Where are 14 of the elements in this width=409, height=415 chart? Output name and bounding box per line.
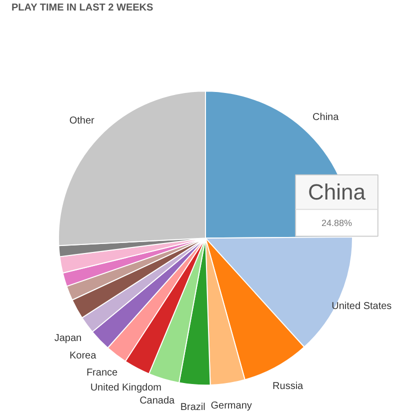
slice-label: United Kingdom	[90, 382, 162, 394]
slice-label: China	[308, 180, 366, 205]
slice-label: France	[86, 367, 118, 378]
slice-label: Japan	[54, 332, 82, 344]
slice-label: China	[312, 112, 340, 124]
slice-label: Other	[69, 116, 96, 127]
slice-label: Korea	[69, 350, 97, 362]
slice-label: United States	[332, 300, 392, 312]
slice-label: Germany	[210, 400, 252, 412]
slice-label: Brazil	[180, 402, 206, 413]
chart-title: PLAY TIME IN LAST 2 WEEKS	[12, 2, 154, 14]
slice-label: Canada	[140, 395, 176, 406]
slice-label: Russia	[272, 381, 304, 392]
data-label: 24.88%	[321, 218, 352, 228]
